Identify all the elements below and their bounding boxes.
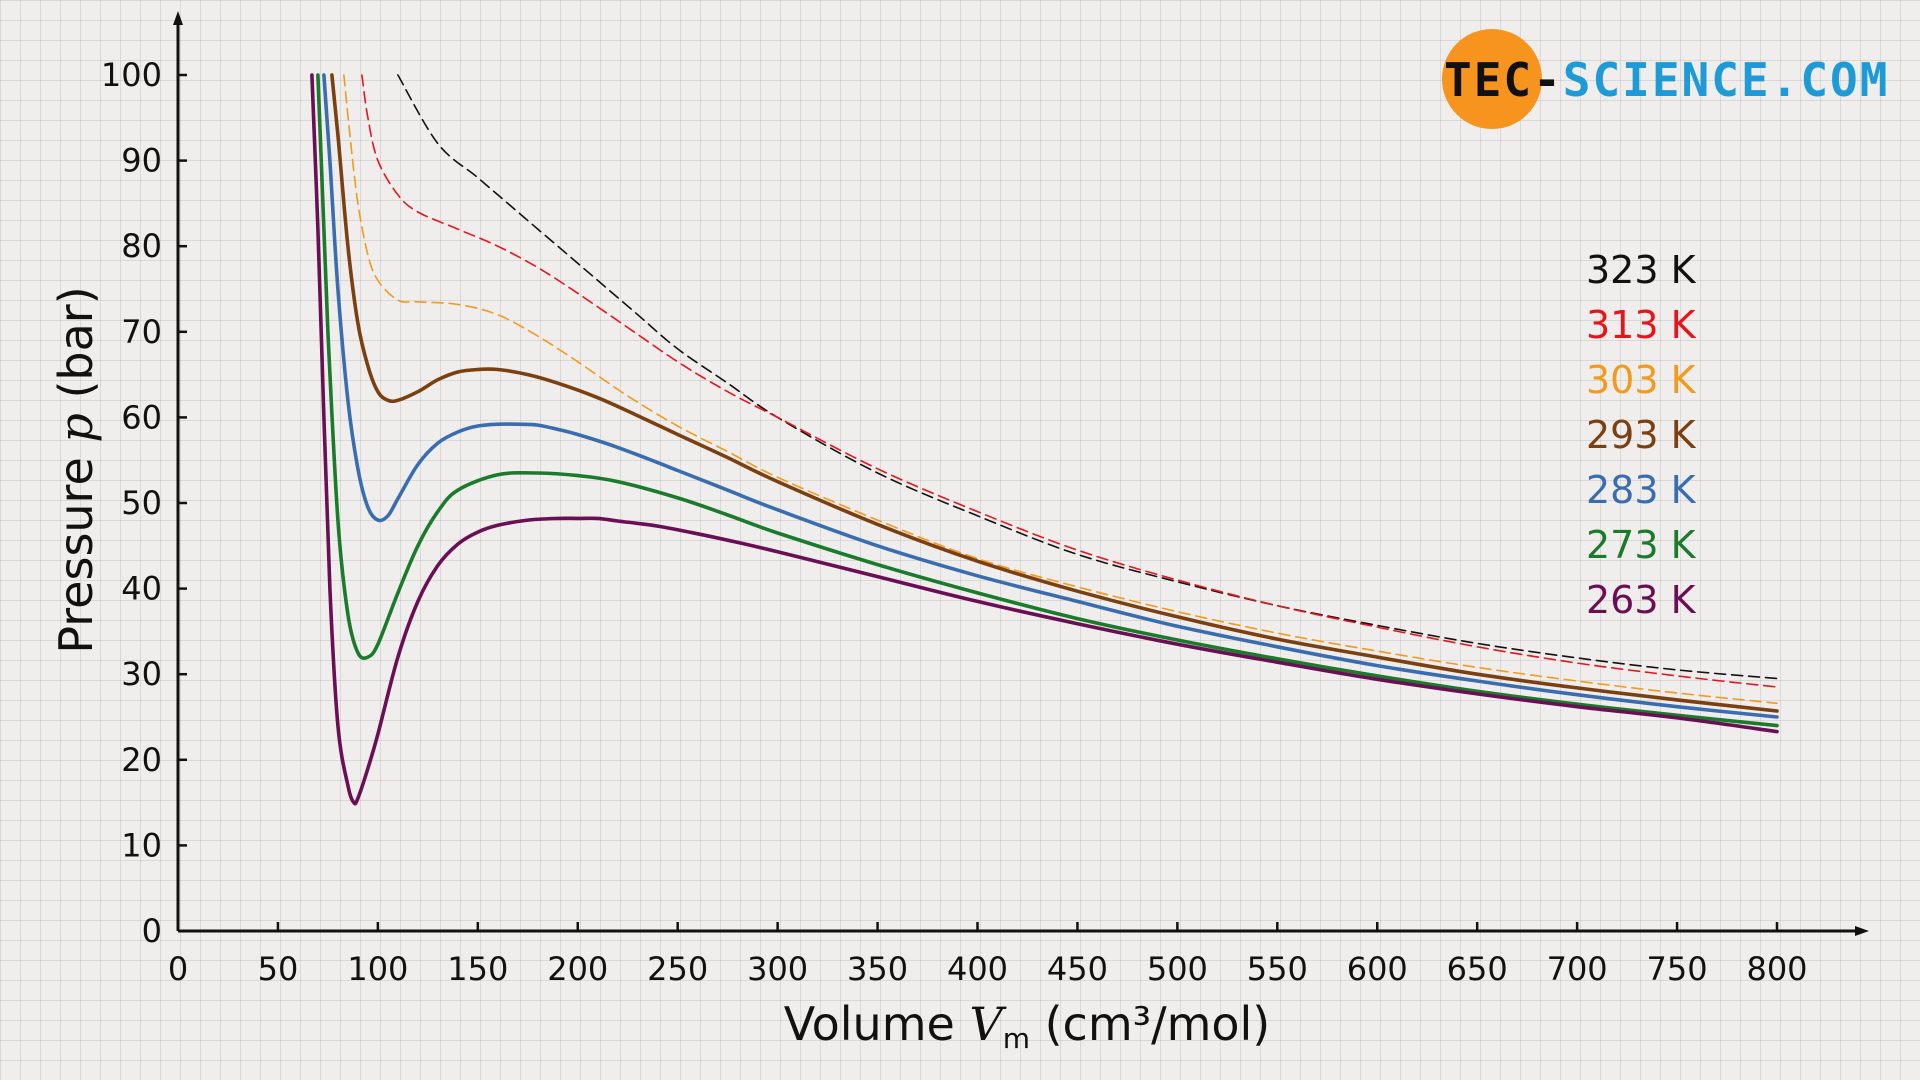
y-tick-label: 90 <box>121 142 162 180</box>
isotherm-line <box>322 73 1779 719</box>
isotherm-line <box>330 73 1779 713</box>
x-axis-title-prefix: Volume <box>784 997 970 1051</box>
y-tick-label: 0 <box>142 912 162 950</box>
y-axis-title-prefix: Pressure <box>49 443 103 654</box>
legend-entry: 313 K <box>1586 303 1697 347</box>
legend-entry: 303 K <box>1586 358 1697 402</box>
legend-entry: 273 K <box>1586 523 1697 567</box>
legend-entry: 323 K <box>1586 248 1697 292</box>
isotherm-curves <box>310 73 1779 806</box>
x-tick-label: 700 <box>1547 950 1608 988</box>
x-tick-label: 400 <box>947 950 1008 988</box>
legend-entry: 283 K <box>1586 468 1697 512</box>
x-tick-label: 150 <box>447 950 508 988</box>
x-tick-label: 100 <box>347 950 408 988</box>
logo-circle <box>1442 29 1542 129</box>
legend-entry: 293 K <box>1586 413 1697 457</box>
y-axis-title-var: p <box>49 413 103 442</box>
y-tick-label: 20 <box>121 741 162 779</box>
y-tick-label: 50 <box>121 484 162 522</box>
x-tick-label: 500 <box>1147 950 1208 988</box>
x-axis-ticks: 0 50 100 150 200 250 300 350 400 450 500 550 600 650 7… <box>168 922 1808 988</box>
x-tick-label: 450 <box>1047 950 1108 988</box>
legend-entry: 263 K <box>1586 578 1697 622</box>
y-tick-label: 70 <box>121 313 162 351</box>
y-tick-label: 10 <box>121 826 162 864</box>
x-tick-label: 550 <box>1247 950 1308 988</box>
x-tick-label: 200 <box>547 950 608 988</box>
x-tick-label: 300 <box>747 950 808 988</box>
x-tick-label: 800 <box>1746 950 1807 988</box>
x-tick-label: 250 <box>647 950 708 988</box>
isotherm-line <box>310 73 1779 806</box>
x-tick-label: 350 <box>847 950 908 988</box>
y-axis-title-unit: (bar) <box>49 286 103 413</box>
x-tick-label: 0 <box>168 950 188 988</box>
isotherm-line <box>316 73 1779 728</box>
isotherm-line <box>361 74 1778 688</box>
x-axis-title: Volume Vm (cm³/mol) <box>784 997 1271 1055</box>
logo-text-part1: TEC- <box>1444 53 1563 107</box>
logo-text-part3: .COM <box>1771 53 1890 107</box>
y-tick-label: 60 <box>121 398 162 436</box>
logo: TEC-SCIENCE.COM <box>1442 29 1889 129</box>
y-tick-label: 100 <box>101 56 162 94</box>
legend: 323 K 313 K 303 K 293 K 283 K 273 K 263 K <box>1586 248 1697 622</box>
y-tick-label: 80 <box>121 227 162 265</box>
x-tick-label: 600 <box>1347 950 1408 988</box>
isotherm-line <box>343 74 1778 705</box>
x-tick-label: 650 <box>1447 950 1508 988</box>
y-tick-label: 40 <box>121 570 162 608</box>
svg-text:TEC-SCIENCE.COM: TEC-SCIENCE.COM <box>1444 53 1889 107</box>
x-tick-label: 750 <box>1647 950 1708 988</box>
x-axis-title-var: V <box>969 997 1007 1051</box>
isotherm-line <box>397 74 1778 680</box>
y-tick-label: 30 <box>121 655 162 693</box>
logo-text-part2: SCIENCE <box>1563 53 1771 107</box>
x-tick-label: 50 <box>258 950 299 988</box>
x-axis-title-sub: m <box>1003 1022 1030 1055</box>
x-axis-title-unit: (cm³/mol) <box>1030 997 1270 1051</box>
y-axis-title: Pressure p (bar) <box>49 286 103 653</box>
y-axis-ticks: 0 10 20 30 40 50 60 70 80 90 100 <box>101 56 187 950</box>
